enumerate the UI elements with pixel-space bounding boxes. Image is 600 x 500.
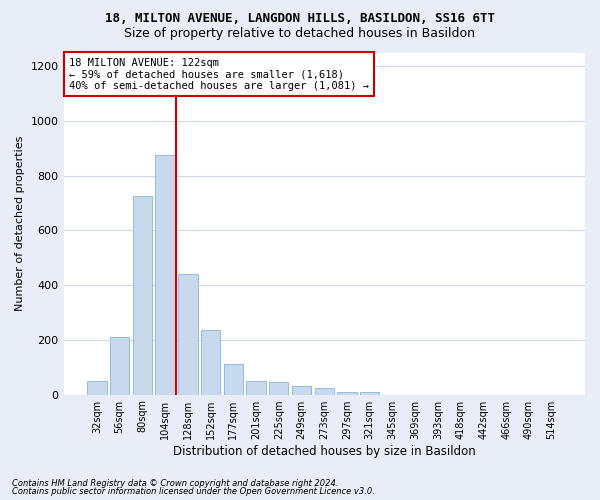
Bar (155, 155, 175, 394)
Text: Size of property relative to detached houses in Basildon: Size of property relative to detached ho… (125, 28, 476, 40)
Bar (360, 392, 379, 394)
Text: Contains HM Land Registry data © Crown copyright and database right 2024.: Contains HM Land Registry data © Crown c… (12, 478, 338, 488)
Bar (292, 386, 311, 394)
Bar (337, 392, 356, 394)
Bar (87, 381, 107, 394)
Text: 18, MILTON AVENUE, LANGDON HILLS, BASILDON, SS16 6TT: 18, MILTON AVENUE, LANGDON HILLS, BASILD… (105, 12, 495, 26)
Y-axis label: Number of detached properties: Number of detached properties (15, 136, 25, 311)
Text: Contains public sector information licensed under the Open Government Licence v3: Contains public sector information licen… (12, 487, 375, 496)
X-axis label: Distribution of detached houses by size in Basildon: Distribution of detached houses by size … (173, 444, 476, 458)
Bar (201, 330, 220, 394)
Bar (269, 382, 289, 394)
Bar (110, 337, 130, 394)
Bar (314, 388, 334, 394)
Bar (224, 364, 243, 394)
Bar (133, 196, 152, 394)
Text: 18 MILTON AVENUE: 122sqm
← 59% of detached houses are smaller (1,618)
40% of sem: 18 MILTON AVENUE: 122sqm ← 59% of detach… (69, 58, 369, 91)
Bar (178, 274, 197, 394)
Bar (247, 381, 266, 394)
